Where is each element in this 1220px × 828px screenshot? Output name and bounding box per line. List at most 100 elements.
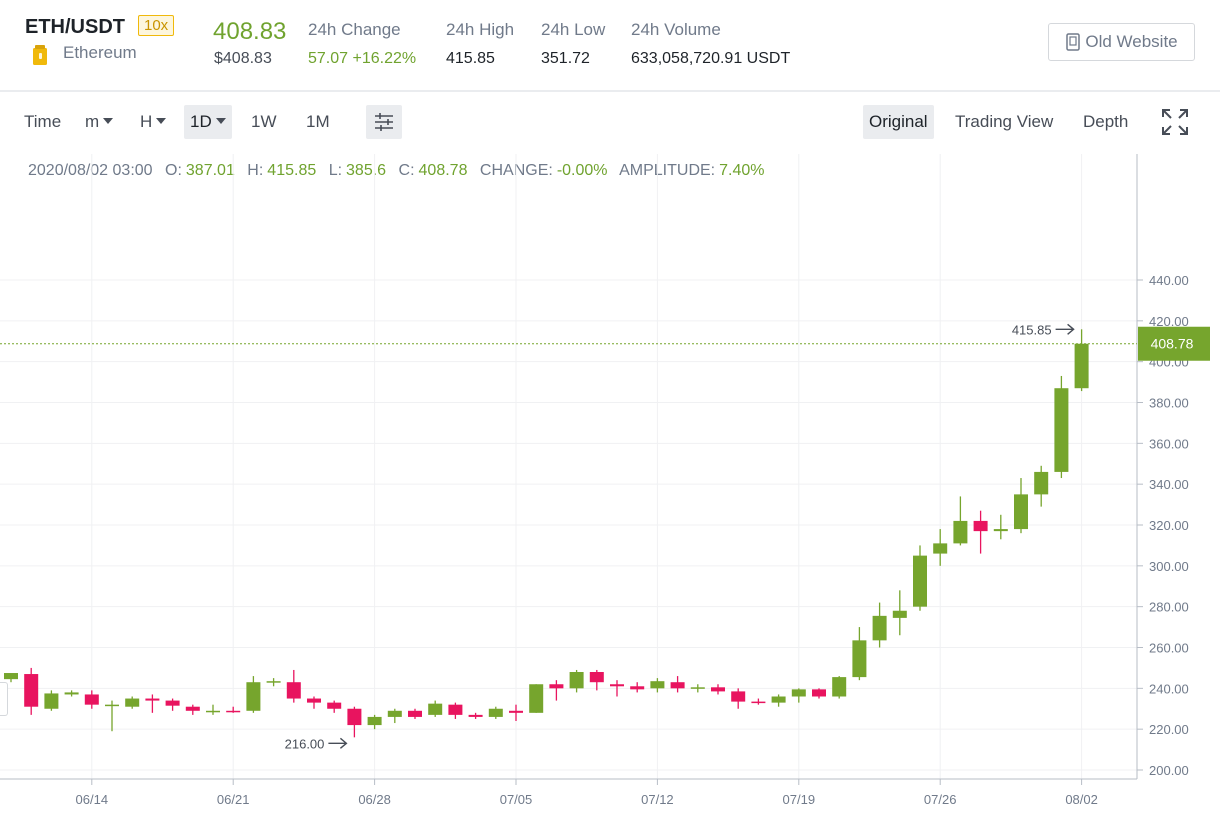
day-label: 1D [190, 112, 212, 131]
old-website-label: Old Website [1085, 32, 1178, 51]
y-tick-label: 220.00 [1149, 722, 1189, 737]
candle-body [246, 682, 261, 711]
candle-body [872, 615, 887, 641]
y-tick-label: 360.00 [1149, 436, 1189, 451]
ticker-header: ETH/USDT 10x Ethereum 408.83 $408.83 24h… [0, 0, 1220, 92]
candle-body [993, 529, 1008, 532]
y-tick-label: 260.00 [1149, 641, 1189, 656]
sliders-icon [375, 113, 393, 131]
candle-body [933, 543, 948, 554]
y-tick-label: 440.00 [1149, 273, 1189, 288]
candle-body [468, 714, 483, 717]
x-tick-label: 08/02 [1065, 792, 1098, 807]
document-icon [1066, 33, 1081, 51]
view-tradingview-tab[interactable]: Trading View [955, 112, 1054, 131]
old-website-button[interactable]: Old Website [1048, 23, 1195, 61]
candle-body [125, 698, 140, 707]
candle-body [1054, 388, 1069, 472]
y-tick-label: 240.00 [1149, 681, 1189, 696]
minute-label: m [85, 112, 100, 131]
candle-body [731, 691, 746, 702]
current-price-tag [1138, 326, 1210, 361]
candle-body [185, 706, 200, 711]
week-button[interactable]: 1W [251, 112, 277, 131]
view-original-tab[interactable]: Original [863, 105, 934, 139]
candlestick-chart[interactable]: 200.00 220.00 240.00 260.00 280.00 300.00 320.… [0, 154, 1220, 828]
high-label: 24h High [446, 20, 515, 39]
arrow-right-icon [328, 737, 348, 749]
candle-body [832, 677, 847, 697]
candle-body [973, 520, 988, 532]
ohlc-low: 385.6 [346, 162, 387, 179]
volume-label: 24h Volume [631, 20, 721, 39]
day-dropdown[interactable]: 1D [184, 105, 232, 139]
candle-body [387, 710, 402, 717]
candle-body [1074, 343, 1089, 389]
y-tick-label: 340.00 [1149, 477, 1189, 492]
change-value: 57.07 +16.22% [308, 50, 417, 67]
high-value: 415.85 [446, 50, 495, 67]
candle-body [64, 692, 79, 695]
caret-down-icon [156, 118, 167, 124]
ohlc-open-label: O: [165, 162, 182, 179]
y-tick-label: 320.00 [1149, 518, 1189, 533]
x-tick-label: 06/28 [358, 792, 391, 807]
ohlc-high: 415.85 [267, 162, 317, 179]
candle-body [791, 689, 806, 697]
candle-body [1034, 471, 1049, 495]
y-tick-label: 200.00 [1149, 763, 1189, 778]
month-button[interactable]: 1M [306, 112, 330, 131]
candle-body [4, 673, 18, 680]
coin-name: Ethereum [63, 43, 137, 62]
candle-body [529, 684, 544, 713]
low-label: 24h Low [541, 20, 606, 39]
candle-body [105, 704, 119, 707]
candle-body [307, 698, 321, 703]
candle-body [84, 694, 99, 705]
caret-down-icon [215, 118, 226, 124]
volume-value: 633,058,720.91 USDT [631, 50, 791, 67]
candle-body [286, 682, 301, 699]
x-tick-label: 06/21 [217, 792, 250, 807]
fullscreen-icon[interactable] [1160, 107, 1190, 137]
candle-body [266, 681, 281, 683]
view-depth-tab[interactable]: Depth [1083, 112, 1129, 131]
candle-body [771, 696, 786, 703]
chart-toolbar: Time m H 1D 1W 1M Original Trading View … [0, 92, 1220, 154]
current-price-label: 408.78 [1151, 336, 1194, 352]
candle-body [892, 610, 907, 618]
ohlc-datetime: 2020/08/02 03:00 [28, 162, 153, 179]
candle-body [549, 684, 564, 689]
ohlc-amplitude-label: AMPLITUDE: [619, 162, 716, 179]
min-price-annotation: 216.00 [285, 736, 325, 751]
candle-body [206, 710, 220, 713]
leverage-badge: 10x [138, 15, 175, 36]
candle-body [408, 710, 422, 717]
indicator-settings-button[interactable] [366, 105, 402, 139]
pair-title[interactable]: ETH/USDT [25, 16, 125, 38]
candle-body [670, 682, 685, 689]
last-price: 408.83 [213, 18, 287, 45]
candle-body [589, 672, 604, 683]
low-value: 351.72 [541, 50, 590, 67]
candle-body [711, 687, 725, 692]
candle-body [1014, 494, 1028, 530]
candle-body [347, 708, 362, 726]
candle-body [610, 684, 624, 687]
hour-label: H [140, 112, 153, 131]
candle-body [145, 698, 160, 701]
ohlc-open: 387.01 [185, 162, 235, 179]
change-label: 24h Change [308, 20, 401, 39]
candle-body [953, 520, 968, 544]
candle-body [751, 701, 766, 704]
last-price-usd: $408.83 [214, 50, 272, 67]
hour-dropdown[interactable]: H [134, 105, 172, 139]
y-tick-label: 380.00 [1149, 396, 1189, 411]
minute-dropdown[interactable]: m [79, 105, 119, 139]
ohlc-change: -0.00% [556, 162, 608, 179]
scroll-left-handle[interactable] [0, 682, 8, 716]
candle-body [690, 687, 705, 689]
ohlc-info-bar: 2020/08/02 03:00 O: 387.01 H: 415.85 L: 385… [28, 162, 772, 180]
y-tick-label: 280.00 [1149, 600, 1189, 615]
candle-body [448, 704, 463, 715]
